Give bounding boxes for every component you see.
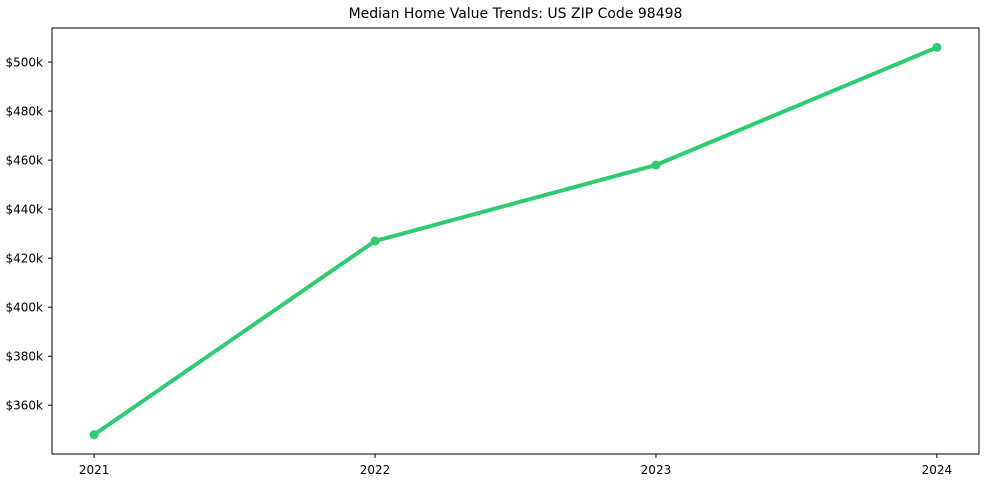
trend-line xyxy=(92,45,939,437)
y-tick-label: $440k xyxy=(6,203,44,217)
y-tick-label: $480k xyxy=(6,105,44,119)
x-tick-label: 2024 xyxy=(922,463,953,477)
plot-border xyxy=(51,27,980,455)
x-tick-label: 2022 xyxy=(360,463,391,477)
y-tick-label: $400k xyxy=(6,301,44,315)
y-tick-label: $500k xyxy=(6,56,44,70)
data-point-2021 xyxy=(89,430,99,440)
y-tick-label: $380k xyxy=(6,350,44,364)
x-tick-label: 2023 xyxy=(641,463,672,477)
y-tick-label: $420k xyxy=(6,252,44,266)
y-tick-label: $360k xyxy=(6,399,44,413)
y-tick-label: $460k xyxy=(6,154,44,168)
data-point-2024 xyxy=(932,42,942,52)
data-point-2022 xyxy=(370,236,380,246)
data-point-2023 xyxy=(651,160,661,170)
x-tick-label: 2021 xyxy=(79,463,110,477)
chart-title: Median Home Value Trends: US ZIP Code 98… xyxy=(348,6,683,22)
